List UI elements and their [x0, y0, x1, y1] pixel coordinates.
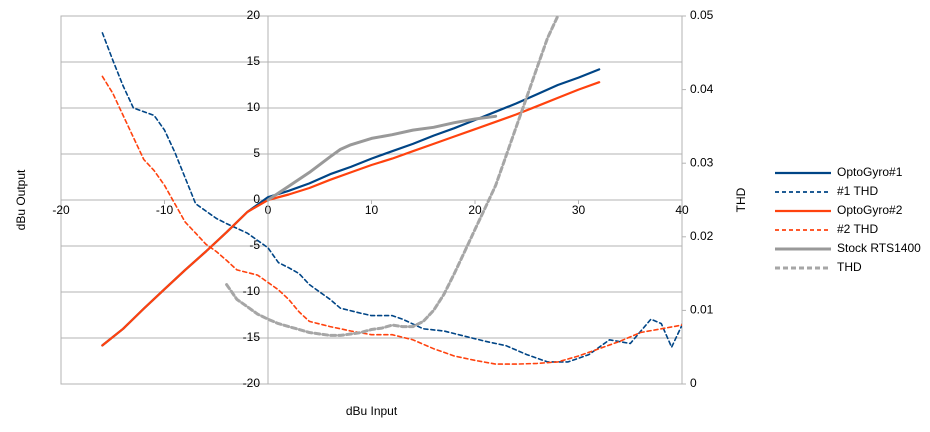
y-tick-label: -10	[243, 284, 261, 298]
x-tick-label: 40	[675, 203, 689, 217]
legend: OptoGyro#1 #1 THD OptoGyro#2 #2 THD Stock RT…	[775, 165, 921, 274]
x-tick-label: 20	[468, 203, 482, 217]
legend-label: #2 THD	[837, 222, 878, 236]
x-tick-label: -20	[52, 203, 70, 217]
x-tick-label: 30	[572, 203, 586, 217]
series-line-3	[101, 81, 601, 347]
legend-label: THD	[837, 260, 862, 274]
series-line-6	[225, 14, 560, 337]
y-tick-label: 0	[253, 192, 260, 206]
y2-axis-title: THD	[734, 187, 748, 212]
legend-label: OptoGyro#1	[837, 165, 903, 179]
legend-label: Stock RTS1400	[837, 241, 921, 255]
legend-label: #1 THD	[837, 184, 878, 198]
y2-tick-label: 0.03	[690, 155, 714, 169]
y-tick-label: -5	[249, 238, 260, 252]
y-axis-title: dBu Output	[14, 169, 28, 230]
y-tick-label: 15	[247, 54, 261, 68]
y-tick-label: 10	[247, 100, 261, 114]
x-tick-label: -10	[156, 203, 174, 217]
y-axis-right: 0 0.01 0.02 0.03 0.04 0.05	[682, 8, 714, 390]
x-axis: -20-10010203040	[52, 199, 689, 217]
x-tick-label: 10	[365, 203, 379, 217]
y-tick-label: 5	[253, 146, 260, 160]
y-tick-label: 20	[247, 8, 261, 22]
y2-tick-label: 0.01	[690, 303, 714, 317]
x-axis-title: dBu Input	[346, 404, 398, 418]
series-line-2	[101, 32, 682, 363]
y2-tick-label: 0.05	[690, 8, 714, 22]
legend-label: OptoGyro#2	[837, 203, 903, 217]
series-line-4	[101, 75, 682, 365]
y-tick-label: -20	[243, 376, 261, 390]
y-axis-left: -20 -15 -10 -5 0 5 10 15 20	[243, 8, 269, 390]
series-line-5	[266, 114, 498, 202]
series-layer	[101, 14, 682, 365]
y2-tick-label: 0.02	[690, 229, 714, 243]
y2-tick-label: 0	[690, 376, 697, 390]
y2-tick-label: 0.04	[690, 82, 714, 96]
y-tick-label: -15	[243, 330, 261, 344]
